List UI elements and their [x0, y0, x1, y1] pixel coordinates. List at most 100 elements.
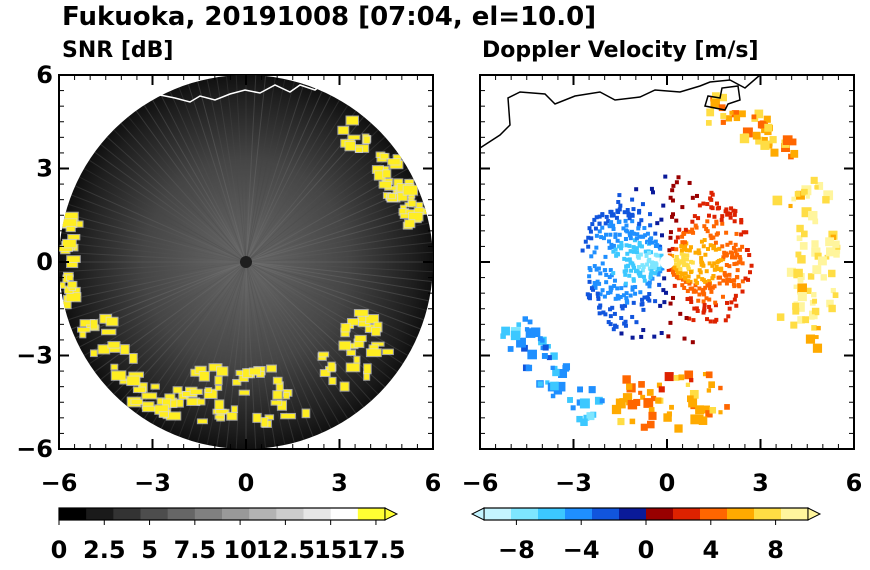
snr-ray: [187, 83, 247, 263]
velocity-cell: [696, 248, 701, 253]
velocity-cell: [709, 235, 714, 240]
velocity-cell: [649, 250, 654, 255]
snr-echo-cell: [356, 147, 363, 153]
velocity-cell: [685, 382, 691, 387]
velocity-cell: [718, 104, 726, 112]
velocity-cell: [761, 136, 768, 143]
velocity-cell: [666, 334, 671, 339]
snr-ray: [83, 261, 247, 356]
velocity-cell: [688, 245, 693, 250]
velocity-cell: [625, 300, 630, 305]
velocity-cell: [690, 219, 695, 224]
velocity-cell: [653, 239, 658, 244]
velocity-cell: [678, 274, 683, 279]
snr-echo-cell: [111, 364, 118, 370]
velocity-cell: [659, 331, 664, 336]
velocity-cell: [739, 232, 744, 237]
velocity-cell: [661, 203, 666, 208]
velocity-cell: [670, 253, 675, 258]
velocity-cell: [612, 284, 617, 289]
snr-echo-cell: [67, 261, 78, 268]
velocity-cell: [608, 268, 613, 273]
velocity-cell: [733, 114, 741, 122]
velocity-cell: [648, 407, 655, 413]
colorbar-tick-label: 8: [767, 536, 784, 564]
velocity-cell: [690, 414, 701, 425]
velocity-cell: [695, 405, 705, 415]
velocity-cell: [650, 190, 655, 195]
velocity-cell: [606, 320, 611, 325]
velocity-cell: [567, 397, 573, 403]
velocity-cell: [585, 292, 590, 297]
velocity-cell: [615, 398, 626, 409]
velocity-cell: [739, 133, 750, 144]
velocity-cell: [668, 320, 673, 325]
velocity-cell: [648, 275, 653, 280]
snr-ray: [135, 110, 247, 263]
velocity-cell: [701, 289, 706, 294]
velocity-cell: [601, 236, 606, 241]
velocity-cell: [703, 252, 708, 257]
snr-ray: [245, 77, 276, 263]
snr-echo-cell: [63, 239, 76, 248]
velocity-cell: [611, 243, 616, 248]
snr-echo-cell: [227, 412, 237, 420]
velocity-cell: [642, 226, 647, 231]
velocity-cell: [658, 386, 665, 393]
velocity-cell: [587, 226, 592, 231]
velocity-cell: [711, 224, 716, 229]
velocity-cell: [715, 231, 720, 236]
velocity-cell: [699, 259, 704, 264]
velocity-cell: [710, 99, 720, 109]
snr-echo-cell: [102, 329, 116, 335]
velocity-cell: [811, 247, 821, 257]
velocity-cell: [681, 255, 686, 260]
velocity-cell: [705, 371, 713, 379]
snr-echo-cell: [111, 371, 126, 380]
velocity-cell: [682, 285, 687, 290]
velocity-cell: [645, 295, 650, 300]
velocity-cell: [638, 252, 643, 257]
velocity-cell: [749, 263, 754, 268]
snr-ray: [245, 176, 413, 263]
velocity-cell: [648, 266, 653, 271]
velocity-cell: [611, 249, 616, 254]
velocity-cell: [592, 264, 597, 269]
velocity-cell: [681, 253, 686, 258]
snr-echo-cell: [162, 399, 171, 408]
velocity-cell: [811, 292, 817, 298]
velocity-cell: [597, 305, 602, 310]
velocity-cell: [631, 245, 636, 250]
velocity-cell: [652, 334, 657, 339]
velocity-cell: [647, 237, 652, 242]
velocity-x-axis: −6 −3 0 3 6: [462, 75, 862, 497]
velocity-cell: [712, 319, 717, 324]
snr-echo-cell: [69, 287, 80, 295]
velocity-cell: [725, 242, 730, 247]
velocity-cell: [705, 202, 710, 207]
velocity-cell: [640, 394, 646, 400]
snr-echo-cell: [366, 349, 381, 357]
velocity-cell: [662, 276, 667, 281]
snr-echo-cell: [253, 413, 261, 422]
velocity-cell: [587, 279, 592, 284]
snr-echo-cell: [155, 405, 168, 414]
colorbar-swatch: [484, 508, 512, 520]
velocity-colorbar: −8 −4 0 4 8: [470, 507, 822, 564]
velocity-cell: [638, 290, 643, 295]
snr-echo-cell: [67, 275, 73, 280]
velocity-cell: [737, 254, 742, 259]
velocity-cell: [674, 247, 679, 252]
snr-echo-cell: [106, 317, 118, 326]
snr-ray: [61, 232, 247, 263]
velocity-cell: [624, 291, 629, 296]
velocity-cell: [707, 261, 712, 266]
velocity-cell: [738, 247, 743, 252]
velocity-cell: [690, 195, 695, 200]
velocity-cell: [576, 415, 583, 423]
velocity-cell: [657, 282, 662, 287]
velocity-cell: [693, 223, 698, 228]
velocity-cell: [732, 297, 737, 302]
colorbar-swatch: [303, 508, 332, 520]
velocity-cell: [630, 197, 635, 202]
